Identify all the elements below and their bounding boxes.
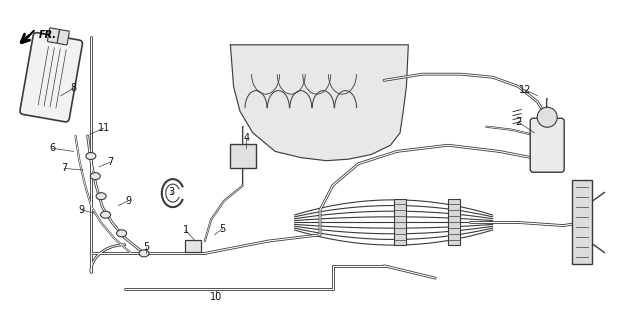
Text: 4: 4 [243, 133, 250, 142]
Text: 3: 3 [168, 187, 175, 197]
Ellipse shape [86, 153, 96, 159]
FancyBboxPatch shape [47, 28, 60, 43]
Ellipse shape [100, 211, 111, 218]
Text: 7: 7 [107, 157, 113, 167]
Ellipse shape [116, 230, 127, 237]
FancyBboxPatch shape [185, 240, 201, 252]
Polygon shape [230, 45, 408, 161]
FancyBboxPatch shape [530, 118, 564, 172]
Text: 5: 5 [143, 242, 149, 252]
Ellipse shape [90, 173, 100, 180]
Text: 12: 12 [518, 85, 531, 95]
Ellipse shape [139, 250, 149, 257]
FancyBboxPatch shape [572, 180, 593, 265]
Text: 9: 9 [79, 205, 85, 215]
Text: 5: 5 [220, 224, 226, 234]
Text: 6: 6 [49, 143, 56, 153]
Ellipse shape [96, 193, 106, 200]
Text: 9: 9 [125, 196, 131, 206]
FancyBboxPatch shape [20, 33, 83, 122]
Text: 11: 11 [97, 123, 110, 133]
Text: FR.: FR. [38, 30, 57, 40]
Text: 2: 2 [515, 117, 522, 127]
Text: 8: 8 [70, 83, 77, 93]
Text: 10: 10 [210, 292, 223, 302]
FancyBboxPatch shape [230, 143, 256, 167]
FancyBboxPatch shape [58, 30, 69, 45]
Text: 1: 1 [182, 225, 189, 235]
FancyBboxPatch shape [449, 200, 460, 245]
Circle shape [537, 107, 557, 127]
Text: 7: 7 [61, 163, 67, 173]
FancyBboxPatch shape [394, 200, 406, 245]
